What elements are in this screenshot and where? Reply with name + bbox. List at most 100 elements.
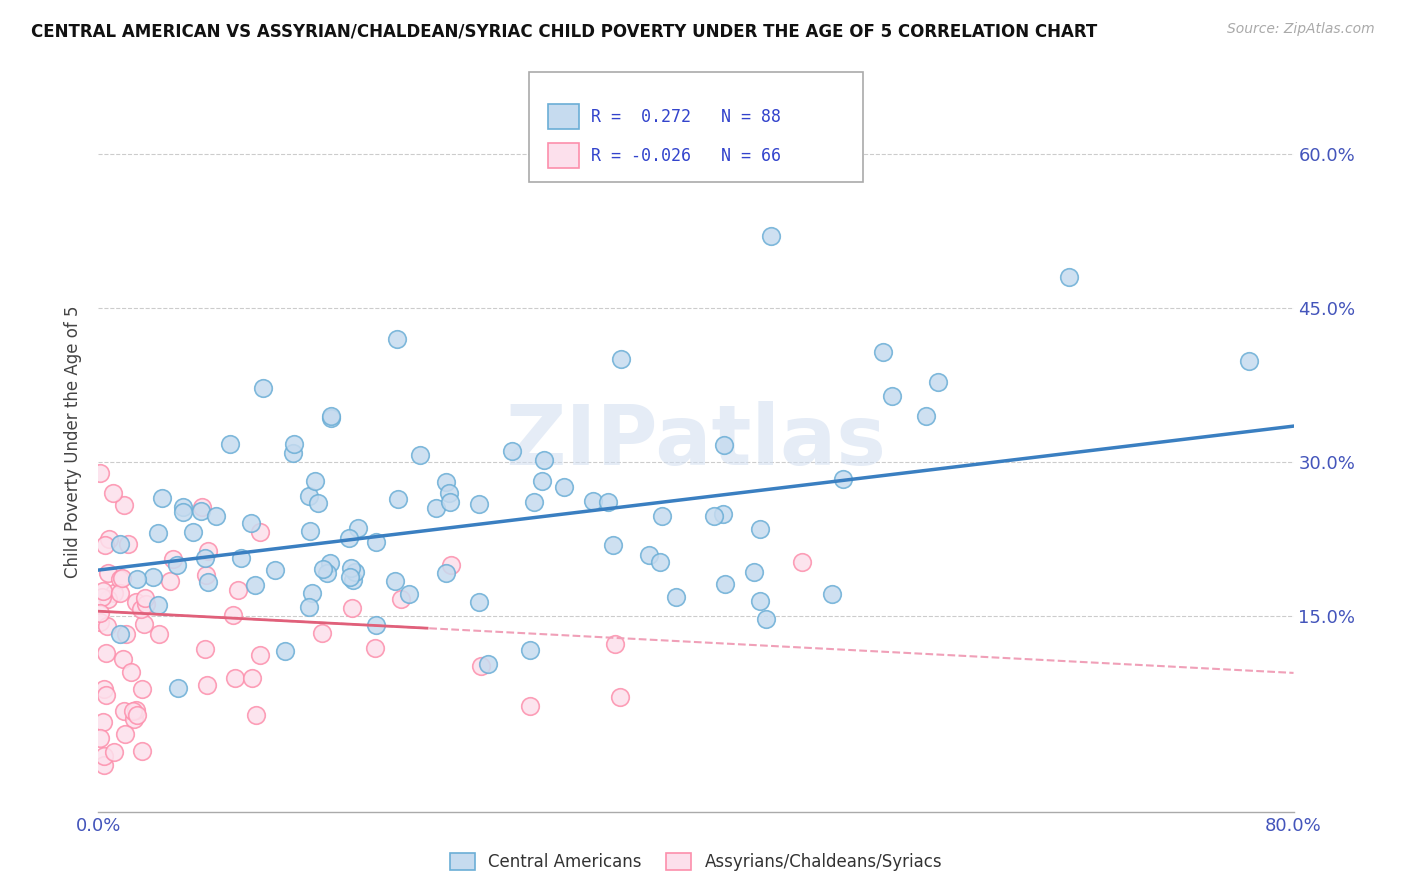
Point xyxy=(197,574,219,589)
Point xyxy=(872,345,894,359)
Point xyxy=(124,595,146,609)
Point xyxy=(162,552,184,566)
Point xyxy=(385,332,409,346)
Point xyxy=(172,505,194,519)
Point xyxy=(89,615,111,629)
Point xyxy=(93,749,115,764)
Point xyxy=(389,591,412,606)
Point xyxy=(121,704,143,718)
Point xyxy=(337,531,360,545)
Point xyxy=(103,745,125,759)
Point xyxy=(172,500,194,514)
Point xyxy=(131,682,153,697)
Point xyxy=(713,437,735,451)
Point xyxy=(93,681,115,696)
Point xyxy=(398,586,420,600)
Point xyxy=(224,671,246,685)
Point xyxy=(131,744,153,758)
Point xyxy=(93,757,115,772)
Point xyxy=(181,524,204,539)
Point xyxy=(582,494,605,508)
Point xyxy=(117,537,139,551)
Point xyxy=(927,375,949,389)
Point xyxy=(129,601,152,615)
Point xyxy=(755,612,778,626)
Point xyxy=(190,500,212,515)
Point xyxy=(298,489,321,503)
Point xyxy=(340,601,363,615)
Point xyxy=(205,509,228,524)
Point xyxy=(319,556,342,570)
Point xyxy=(240,516,263,531)
Point xyxy=(298,524,321,539)
Point xyxy=(742,565,765,579)
Point xyxy=(702,509,724,524)
Point xyxy=(384,574,406,588)
Point xyxy=(1059,270,1081,285)
Point xyxy=(650,555,672,569)
Point xyxy=(436,566,458,580)
Point xyxy=(304,475,326,489)
Point xyxy=(339,570,361,584)
Point xyxy=(97,592,120,607)
Point xyxy=(467,497,489,511)
Point xyxy=(316,566,339,581)
Point xyxy=(364,641,387,656)
Point xyxy=(108,627,131,641)
Point xyxy=(470,658,492,673)
Point xyxy=(226,582,249,597)
Point xyxy=(425,500,447,515)
Text: Source: ZipAtlas.com: Source: ZipAtlas.com xyxy=(1227,22,1375,37)
Point xyxy=(880,389,903,403)
Point xyxy=(531,474,554,488)
Point xyxy=(190,503,212,517)
Point xyxy=(122,712,145,726)
Point xyxy=(89,466,111,480)
Point xyxy=(832,472,855,486)
Y-axis label: Child Poverty Under the Age of 5: Child Poverty Under the Age of 5 xyxy=(65,305,83,578)
Point xyxy=(283,437,305,451)
Point xyxy=(194,551,217,566)
Point xyxy=(409,448,432,462)
Point xyxy=(194,641,217,656)
Point xyxy=(120,665,142,679)
Point xyxy=(114,627,136,641)
Point xyxy=(749,522,772,536)
Point xyxy=(519,699,541,714)
Point xyxy=(112,499,135,513)
Point xyxy=(195,678,218,692)
Point xyxy=(609,690,631,704)
Point xyxy=(759,228,782,243)
Point xyxy=(603,637,626,651)
Point xyxy=(440,558,463,573)
Legend: Central Americans, Assyrians/Chaldeans/Syriacs: Central Americans, Assyrians/Chaldeans/S… xyxy=(443,846,949,878)
Text: R = -0.026   N = 66: R = -0.026 N = 66 xyxy=(591,147,780,165)
Point xyxy=(274,644,297,658)
Point xyxy=(638,548,661,562)
Point xyxy=(519,643,541,657)
Point xyxy=(714,577,737,591)
Point xyxy=(243,578,266,592)
Point xyxy=(96,646,118,660)
Point xyxy=(148,525,170,540)
Point xyxy=(146,599,169,613)
Point xyxy=(148,627,170,641)
Point xyxy=(112,704,135,718)
Point xyxy=(312,562,335,576)
Point xyxy=(166,558,188,572)
Point xyxy=(98,532,121,546)
Point xyxy=(366,618,388,632)
Point xyxy=(523,495,546,509)
Point xyxy=(602,538,624,552)
Point xyxy=(553,480,575,494)
Point xyxy=(651,509,673,524)
Point xyxy=(91,714,114,729)
Point xyxy=(127,707,149,722)
Point xyxy=(477,657,499,671)
Point xyxy=(321,411,343,425)
Point xyxy=(298,599,321,614)
Point xyxy=(283,446,305,460)
Text: CENTRAL AMERICAN VS ASSYRIAN/CHALDEAN/SYRIAC CHILD POVERTY UNDER THE AGE OF 5 CO: CENTRAL AMERICAN VS ASSYRIAN/CHALDEAN/SY… xyxy=(31,22,1097,40)
Point xyxy=(125,704,148,718)
Point xyxy=(159,574,181,589)
